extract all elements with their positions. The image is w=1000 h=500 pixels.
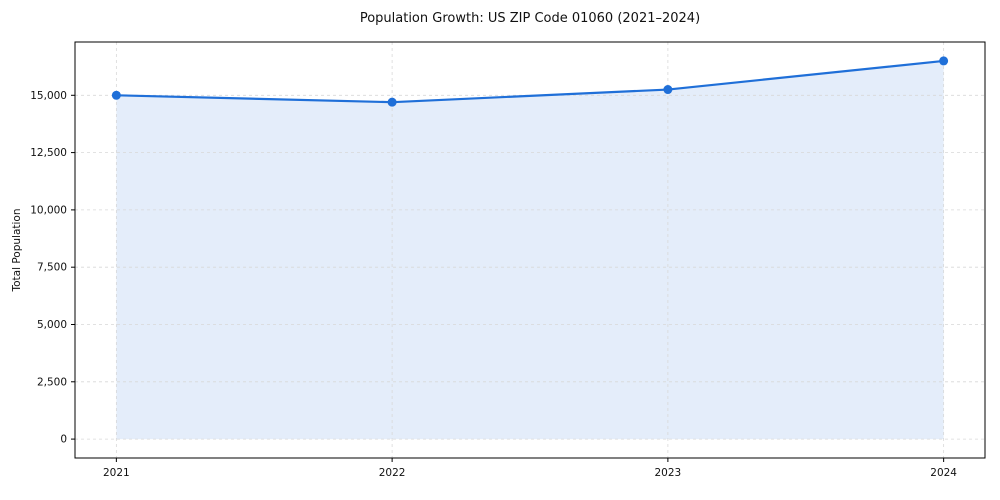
plot-border	[74, 41, 986, 459]
x-tick-label: 2023	[655, 467, 682, 479]
population-line	[115, 59, 945, 104]
data-point-marker	[111, 90, 121, 100]
x-tick-label: 2021	[103, 467, 130, 479]
y-tick-label: 12,500	[30, 147, 67, 159]
data-point-marker	[663, 85, 673, 95]
data-point-marker	[387, 97, 397, 107]
y-tick-label: 0	[60, 434, 67, 446]
y-tick-label: 5,000	[37, 319, 67, 331]
y-tick-label: 15,000	[30, 90, 67, 102]
area-fill	[116, 60, 944, 440]
x-tick-label: 2022	[379, 467, 406, 479]
data-point-marker	[939, 56, 949, 66]
x-tick-label: 2024	[930, 467, 957, 479]
y-tick-label: 2,500	[37, 376, 67, 388]
y-tick-label: 7,500	[37, 262, 67, 274]
chart-title: Population Growth: US ZIP Code 01060 (20…	[359, 11, 701, 26]
y-tick-label: 10,000	[30, 204, 67, 216]
